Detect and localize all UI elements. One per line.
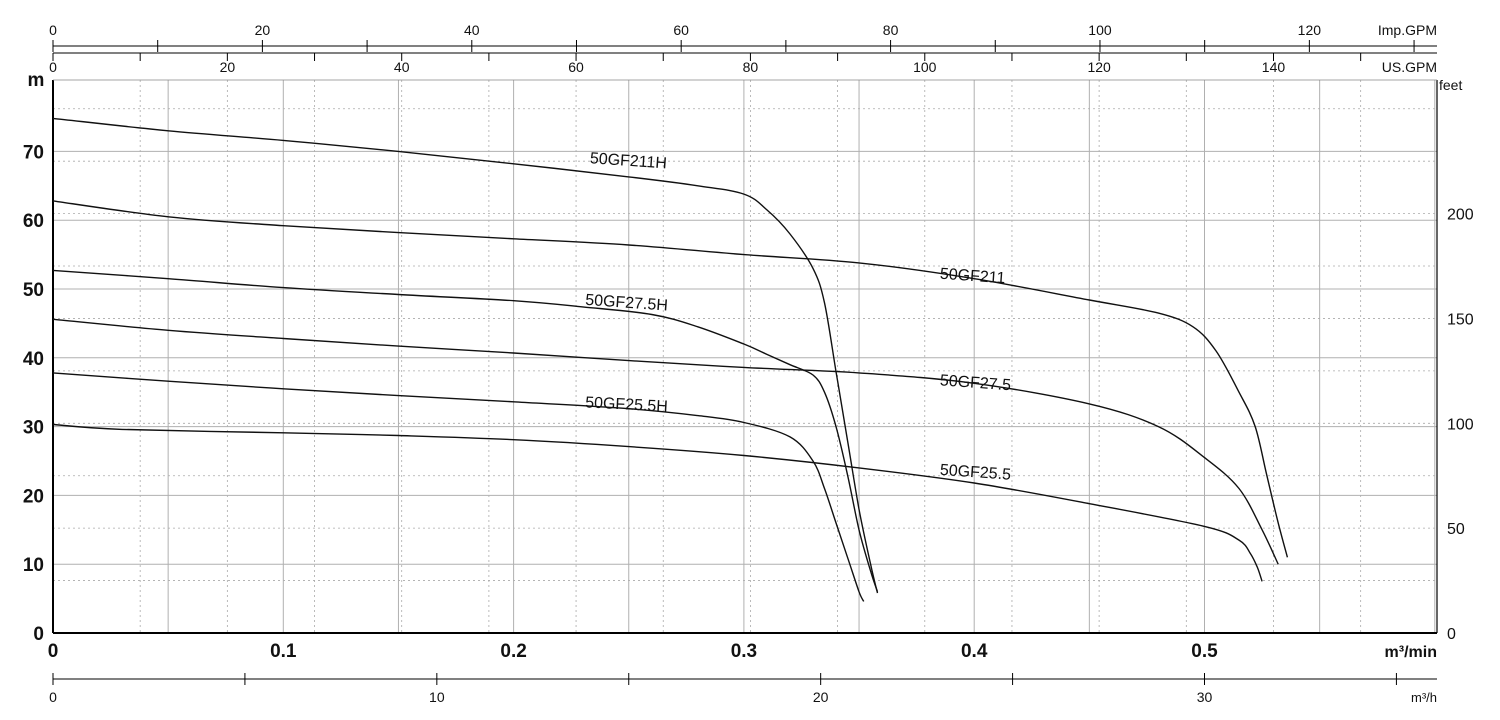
m3h-tick-label: 30 xyxy=(1197,689,1213,705)
us-gpm-tick-label: 40 xyxy=(394,59,410,75)
x-tick-label: 0.4 xyxy=(961,641,988,662)
m3h-tick-label: 0 xyxy=(49,689,57,705)
y-tick-label: 40 xyxy=(23,349,44,370)
curve-50gf211 xyxy=(52,200,1289,558)
imp-gpm-unit-label: Imp.GPM xyxy=(1378,22,1437,38)
feet-tick-label: 0 xyxy=(1447,626,1456,643)
feet-tick-label: 200 xyxy=(1447,207,1474,224)
curve-50gf25-5 xyxy=(52,423,1263,582)
curve-label-50gf211: 50GF211 xyxy=(939,266,1006,288)
us-gpm-tick-label: 100 xyxy=(913,59,937,75)
curve-label-50gf211h: 50GF211H xyxy=(589,150,667,172)
curve-50gf25-5h xyxy=(52,372,865,602)
us-gpm-tick-label: 0 xyxy=(49,59,57,75)
imp-gpm-tick-label: 80 xyxy=(883,22,899,38)
x-tick-label: 0.2 xyxy=(500,641,526,662)
m3h-tick-label: 10 xyxy=(429,689,445,705)
feet-unit-label: feet xyxy=(1439,77,1462,93)
curve-50gf211h xyxy=(52,117,879,594)
curve-label-50gf27-5h: 50GF27.5H xyxy=(585,292,669,315)
y-tick-label: 10 xyxy=(23,555,44,576)
feet-tick-label: 50 xyxy=(1447,521,1465,538)
x-tick-label: 0.3 xyxy=(731,641,757,662)
x-tick-label: 0.5 xyxy=(1191,641,1218,662)
y-tick-label: 20 xyxy=(23,486,44,507)
imp-gpm-tick-label: 20 xyxy=(255,22,271,38)
curve-label-50gf25-5: 50GF25.5 xyxy=(939,462,1011,484)
curve-50gf27-5h xyxy=(52,269,879,592)
y-tick-label: 30 xyxy=(23,418,44,439)
us-gpm-tick-label: 20 xyxy=(220,59,236,75)
curve-50gf27-5 xyxy=(52,318,1279,565)
us-gpm-tick-label: 120 xyxy=(1087,59,1111,75)
us-gpm-tick-label: 60 xyxy=(568,59,584,75)
y-axis-unit-label: m xyxy=(28,70,45,91)
x-tick-label: 0 xyxy=(48,641,59,662)
curve-label-50gf27-5: 50GF27.5 xyxy=(939,372,1011,394)
y-tick-label: 0 xyxy=(33,624,44,645)
feet-tick-label: 100 xyxy=(1447,416,1474,433)
x-axis-unit-label: m³/min xyxy=(1385,644,1437,661)
m3h-tick-label: 20 xyxy=(813,689,829,705)
y-tick-label: 50 xyxy=(23,280,44,301)
y-tick-label: 60 xyxy=(23,211,44,232)
m3h-unit-label: m³/h xyxy=(1411,690,1437,705)
us-gpm-tick-label: 140 xyxy=(1262,59,1286,75)
curve-label-50gf25-5h: 50GF25.5H xyxy=(585,394,668,415)
imp-gpm-tick-label: 100 xyxy=(1088,22,1112,38)
feet-tick-label: 150 xyxy=(1447,311,1474,328)
us-gpm-unit-label: US.GPM xyxy=(1382,59,1437,75)
imp-gpm-tick-label: 40 xyxy=(464,22,480,38)
x-tick-label: 0.1 xyxy=(270,641,297,662)
imp-gpm-tick-label: 120 xyxy=(1298,22,1322,38)
us-gpm-tick-label: 80 xyxy=(743,59,759,75)
imp-gpm-tick-label: 60 xyxy=(673,22,689,38)
imp-gpm-tick-label: 0 xyxy=(49,22,57,38)
y-tick-label: 70 xyxy=(23,142,44,163)
